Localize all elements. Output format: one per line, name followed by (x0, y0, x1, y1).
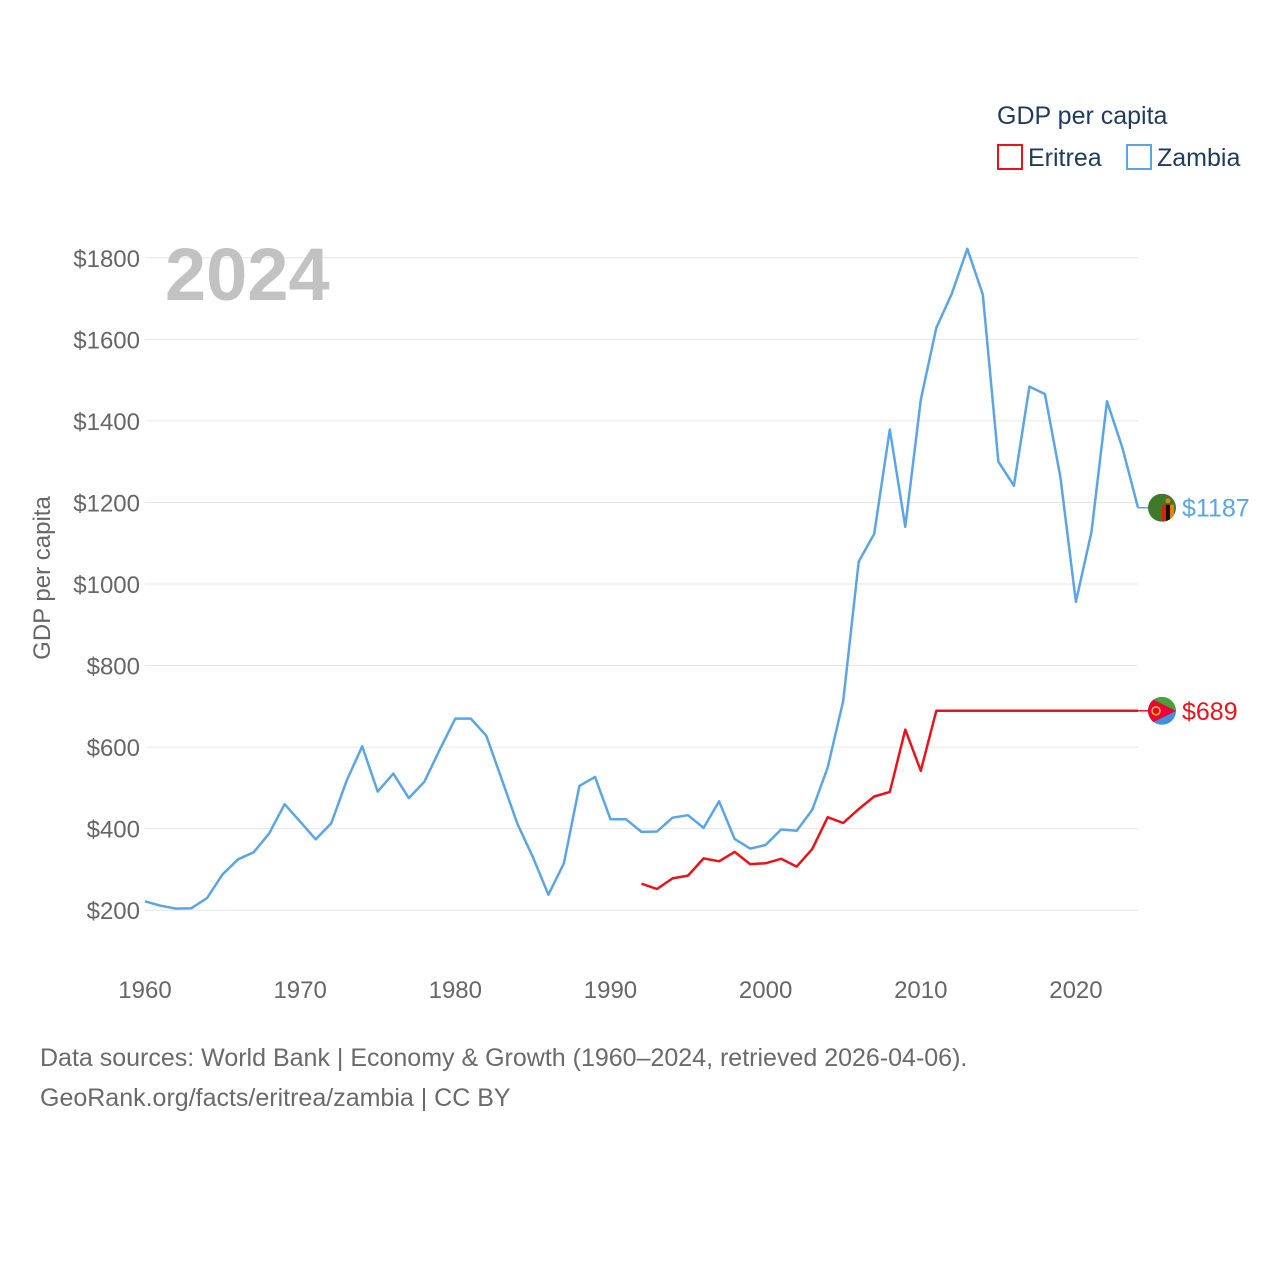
y-tick-label-200: $200 (87, 898, 140, 925)
legend-label-zambia: Zambia (1157, 144, 1240, 172)
y-tick-label-1000: $1000 (73, 572, 140, 599)
end-value-label-eritrea: $689 (1182, 698, 1238, 726)
end-value-label-zambia: $1187 (1182, 495, 1250, 523)
legend-swatch-zambia (1126, 144, 1152, 170)
y-tick-label-1400: $1400 (73, 409, 140, 436)
legend-item-eritrea[interactable]: Eritrea (997, 144, 1102, 172)
x-tick-label-1970: 1970 (273, 977, 326, 1004)
y-tick-label-600: $600 (87, 735, 140, 762)
legend-label-eritrea: Eritrea (1028, 144, 1102, 172)
source-line-1: Data sources: World Bank | Economy & Gro… (40, 1044, 968, 1072)
y-tick-label-400: $400 (87, 817, 140, 844)
zambia-flag-icon (1148, 493, 1176, 522)
eritrea-flag-icon (1148, 696, 1176, 725)
x-tick-label-1980: 1980 (429, 977, 482, 1004)
series-end-markers: $1187 $689 (1138, 493, 1250, 726)
y-tick-label-1200: $1200 (73, 490, 140, 517)
x-tick-label-2020: 2020 (1049, 977, 1102, 1004)
x-tick-label-2000: 2000 (739, 977, 792, 1004)
y-tick-label-1800: $1800 (73, 246, 140, 273)
gdp-line-chart: $200 $400 $600 $800 $1000 $1200 $1400 $1600 $180… (29, 102, 1250, 1004)
series-line-zambia[interactable] (144, 247, 1140, 910)
year-watermark: 2024 (165, 233, 330, 316)
series-lines (144, 247, 1140, 910)
grid-lines (145, 257, 1138, 911)
y-axis-label: GDP per capita (29, 496, 56, 660)
legend-item-zambia[interactable]: Zambia (1126, 144, 1240, 172)
x-tick-label-2010: 2010 (894, 977, 947, 1004)
y-tick-label-1600: $1600 (73, 327, 140, 354)
y-axis-ticks: $200 $400 $600 $800 $1000 $1200 $1400 $1600 $180… (73, 246, 140, 925)
y-tick-label-800: $800 (87, 654, 140, 681)
x-tick-label-1960: 1960 (118, 977, 171, 1004)
legend: GDP per capita Eritrea Zambia (997, 102, 1240, 172)
legend-title: GDP per capita (997, 102, 1168, 130)
series-line-eritrea[interactable] (641, 709, 1139, 891)
legend-swatch-eritrea (997, 144, 1023, 170)
x-axis-ticks: 1960 1970 1980 1990 2000 2010 2020 (118, 977, 1102, 1004)
x-tick-label-1990: 1990 (584, 977, 637, 1004)
source-line-2[interactable]: GeoRank.org/facts/eritrea/zambia | CC BY (40, 1084, 511, 1112)
